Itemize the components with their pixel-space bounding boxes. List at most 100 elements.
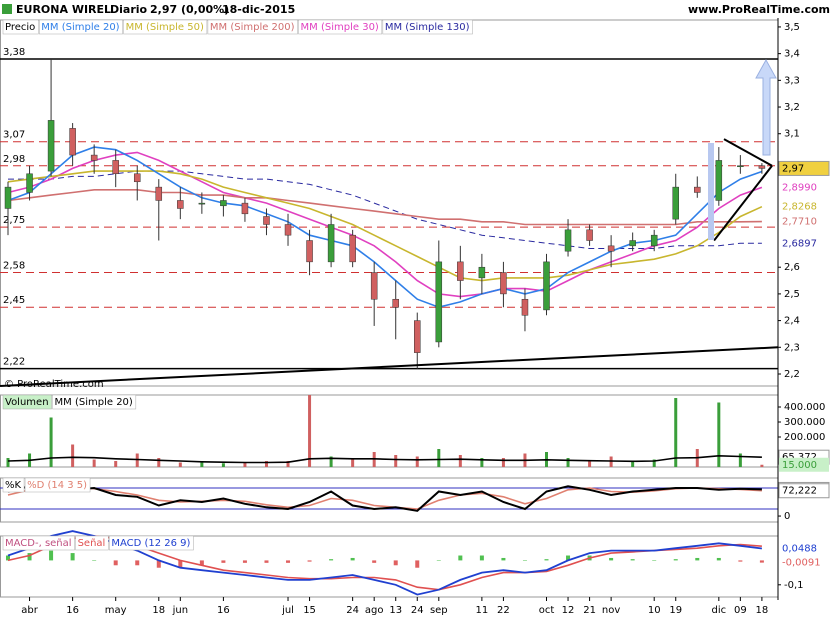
last-value-label: 0,0488: [782, 543, 817, 554]
histogram-bar: [92, 560, 97, 561]
y-tick-label: 2,3: [784, 342, 800, 353]
last-value-box: [779, 541, 829, 556]
legend-box: [52, 394, 137, 410]
last-value-box: [778, 483, 830, 499]
candle-body: [737, 165, 744, 168]
volume-bar: [652, 459, 656, 467]
volume-bar: [760, 464, 764, 467]
candle-body: [500, 272, 507, 295]
histogram-bar: [264, 560, 269, 563]
volume-bar: [674, 398, 678, 467]
last-value-box: [779, 214, 829, 229]
candle-body: [650, 234, 658, 247]
x-tick-label: 19: [669, 605, 682, 616]
candle-body: [241, 202, 249, 215]
x-tick-label: 13: [389, 605, 402, 616]
moving-average: [7, 146, 763, 309]
legend-box: [2, 535, 75, 551]
histogram-bar: [286, 560, 291, 563]
period: Diario: [110, 3, 148, 16]
volume-bar: [458, 455, 462, 467]
volume-bar: [243, 462, 247, 467]
legend-box: [2, 19, 39, 35]
last-value-box: [779, 199, 829, 214]
histogram-bar: [609, 557, 614, 561]
trendline: [723, 138, 773, 167]
date: 18-dic-2015: [222, 3, 295, 16]
moving-average: [8, 170, 762, 249]
candle-body: [564, 229, 572, 252]
x-tick-label: sep: [430, 605, 448, 616]
level-label: 2,45: [3, 295, 25, 306]
histogram-bar: [522, 560, 527, 561]
candle-body: [694, 186, 701, 193]
y-tick-label: 400.000: [784, 402, 825, 413]
volume-bar: [394, 455, 398, 467]
candle-body: [112, 160, 119, 175]
candle-body: [672, 186, 679, 220]
candle-body: [435, 261, 443, 343]
y-tick-label: 2,6: [784, 262, 800, 273]
candle-body: [478, 266, 486, 279]
candle-body: [370, 272, 378, 300]
last-value-box: [779, 457, 829, 472]
copyright: © ProRealTime.com: [4, 379, 104, 390]
x-tick-label: jun: [172, 605, 188, 616]
last-value-box: [778, 160, 830, 176]
volume-bar: [92, 459, 96, 467]
legend-box: [24, 477, 91, 493]
last-value-label: 2,6897: [782, 238, 817, 249]
last-value-label: 72,222: [782, 486, 817, 497]
price: 2,97 (0,00%): [150, 3, 229, 16]
x-tick-label: 09: [734, 605, 747, 616]
last-value-label: 2,8268: [782, 202, 817, 213]
legend-item: MM (Simple 30): [301, 22, 379, 33]
x-tick-label: ago: [365, 605, 384, 616]
icon: [2, 4, 12, 14]
level-label: 2,98: [3, 154, 25, 165]
histogram-bar: [544, 559, 549, 561]
y-tick-label: 200.000: [784, 432, 825, 443]
legend-box: [207, 19, 298, 35]
legend-item: Volumen: [5, 397, 49, 408]
histogram-bar: [372, 560, 377, 563]
legend-box: [123, 19, 208, 35]
candle-body: [306, 240, 313, 263]
legend-box: [298, 19, 383, 35]
x-tick-label: 22: [497, 605, 510, 616]
candle-body: [327, 224, 335, 263]
volume-bar: [49, 417, 53, 467]
volume-bar: [717, 402, 721, 467]
volume-bar: [264, 461, 268, 467]
histogram-bar: [178, 560, 183, 568]
histogram-bar: [113, 560, 118, 566]
legend-item: MACD-, señal: [5, 538, 72, 549]
last-value-label: 2,7710: [782, 217, 817, 228]
last-value-box: [779, 236, 829, 251]
y-tick-label: 3,3: [784, 75, 800, 86]
last-value-label: 2,8990: [782, 182, 817, 193]
y-tick-label: -0,1: [784, 580, 804, 591]
histogram-bar: [350, 557, 355, 561]
y-tick-label: 3,2: [784, 102, 800, 113]
legend-item: MM (Simple 200): [210, 22, 295, 33]
histogram-bar: [436, 560, 441, 561]
candle-body: [629, 240, 636, 247]
volume-bar: [157, 458, 161, 467]
level-label: 3,07: [3, 130, 25, 141]
histogram-bar: [566, 555, 571, 561]
volume-bar: [221, 463, 225, 467]
legend-box: [382, 19, 473, 35]
y-tick-label: 300.000: [784, 417, 825, 428]
histogram-bar: [759, 560, 764, 563]
histogram-bar: [70, 553, 75, 561]
candle-body: [4, 186, 12, 209]
volume-bar: [415, 456, 419, 467]
last-value-label: -0,0091: [782, 558, 821, 569]
histogram-bar: [716, 557, 721, 561]
x-tick-label: jul: [281, 605, 294, 616]
legend-item: %D (14 3 5): [27, 480, 87, 491]
candle-body: [715, 160, 723, 201]
moving-average: [7, 189, 762, 226]
x-tick-label: abr: [21, 605, 38, 616]
